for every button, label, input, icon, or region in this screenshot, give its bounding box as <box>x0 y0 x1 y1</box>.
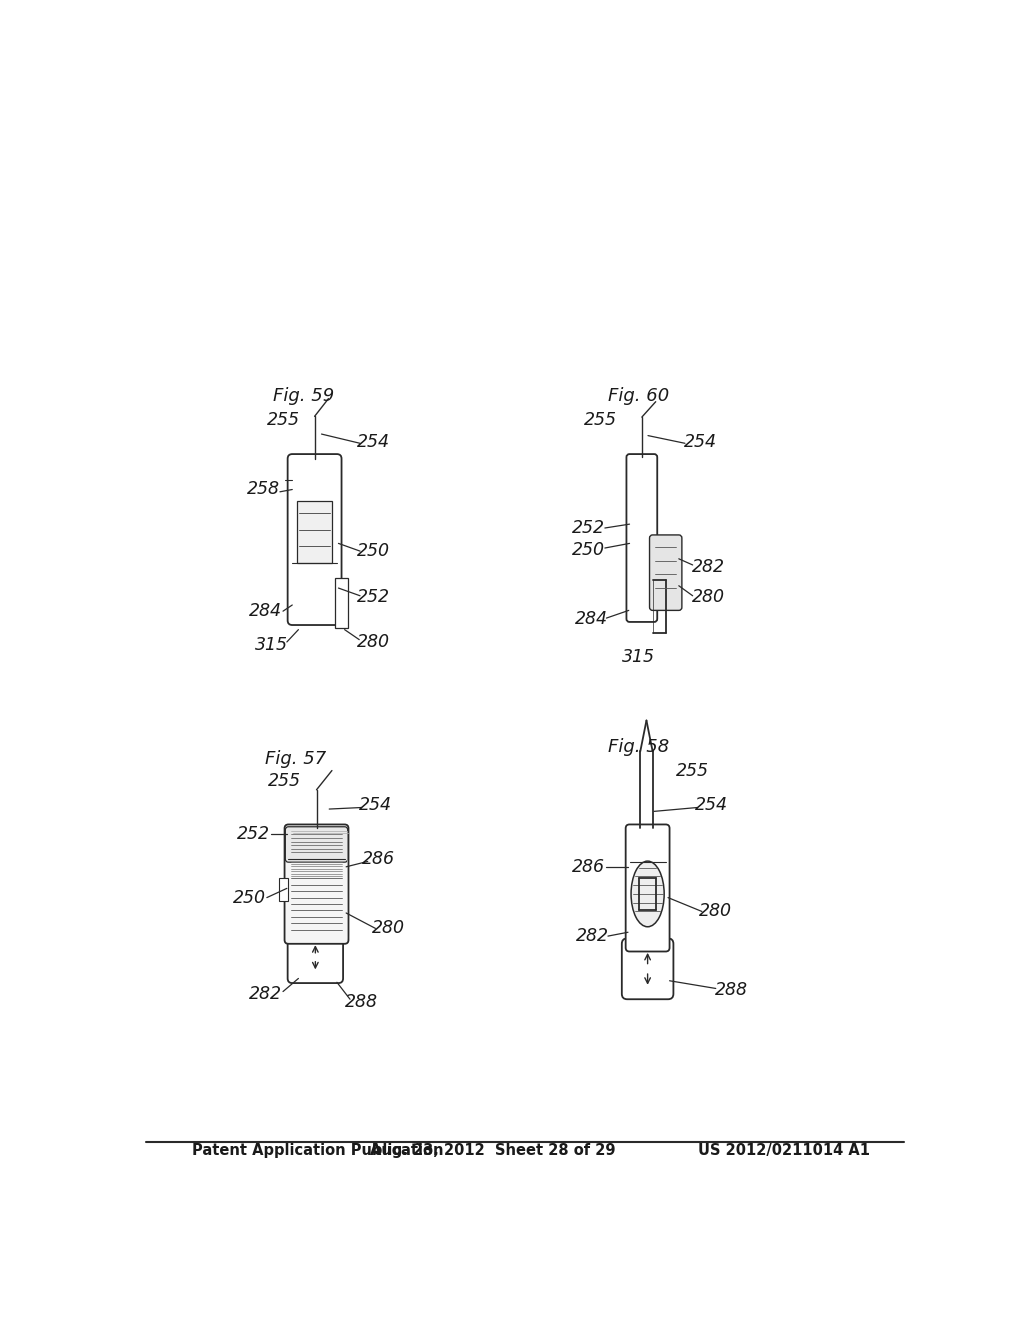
Text: 315: 315 <box>623 648 655 667</box>
Text: 282: 282 <box>691 557 725 576</box>
Text: Fig. 59: Fig. 59 <box>273 387 335 404</box>
Text: 284: 284 <box>249 602 282 620</box>
Text: US 2012/0211014 A1: US 2012/0211014 A1 <box>697 1143 869 1158</box>
Text: 288: 288 <box>345 993 378 1011</box>
Bar <box>297 502 333 562</box>
Text: 282: 282 <box>577 927 609 945</box>
FancyBboxPatch shape <box>288 932 343 983</box>
Text: 258: 258 <box>247 480 280 499</box>
Text: 286: 286 <box>572 858 605 875</box>
FancyBboxPatch shape <box>288 454 342 626</box>
Text: Fig. 57: Fig. 57 <box>265 750 327 768</box>
Text: 252: 252 <box>238 825 270 843</box>
Text: 288: 288 <box>715 981 748 999</box>
Text: 255: 255 <box>584 412 616 429</box>
FancyBboxPatch shape <box>649 535 682 610</box>
Text: 255: 255 <box>266 412 299 429</box>
Ellipse shape <box>631 861 665 927</box>
Text: 250: 250 <box>571 541 604 558</box>
Text: 280: 280 <box>372 920 406 937</box>
Text: 315: 315 <box>255 636 288 653</box>
Text: 250: 250 <box>357 543 390 560</box>
FancyBboxPatch shape <box>627 454 657 622</box>
Text: 250: 250 <box>233 888 266 907</box>
Text: Aug. 23, 2012  Sheet 28 of 29: Aug. 23, 2012 Sheet 28 of 29 <box>370 1143 615 1158</box>
Bar <box>280 878 289 902</box>
Text: 254: 254 <box>684 433 717 450</box>
Text: Fig. 60: Fig. 60 <box>608 387 670 404</box>
Text: 255: 255 <box>676 762 710 780</box>
Text: 252: 252 <box>571 519 604 537</box>
Text: Patent Application Publication: Patent Application Publication <box>193 1143 443 1158</box>
Bar <box>336 578 348 628</box>
Text: 280: 280 <box>691 589 725 606</box>
Text: 254: 254 <box>357 433 390 450</box>
Text: 284: 284 <box>574 610 607 628</box>
Text: 286: 286 <box>362 850 395 869</box>
Text: Fig. 58: Fig. 58 <box>608 738 670 756</box>
Text: 280: 280 <box>699 903 732 920</box>
Text: 282: 282 <box>249 985 282 1003</box>
Text: 255: 255 <box>268 772 301 789</box>
FancyBboxPatch shape <box>286 826 348 862</box>
FancyBboxPatch shape <box>626 825 670 952</box>
Text: 254: 254 <box>695 796 728 814</box>
Text: 280: 280 <box>356 634 389 651</box>
FancyBboxPatch shape <box>285 825 348 944</box>
Text: 252: 252 <box>357 589 390 606</box>
Text: 254: 254 <box>359 796 392 814</box>
FancyBboxPatch shape <box>622 939 674 999</box>
